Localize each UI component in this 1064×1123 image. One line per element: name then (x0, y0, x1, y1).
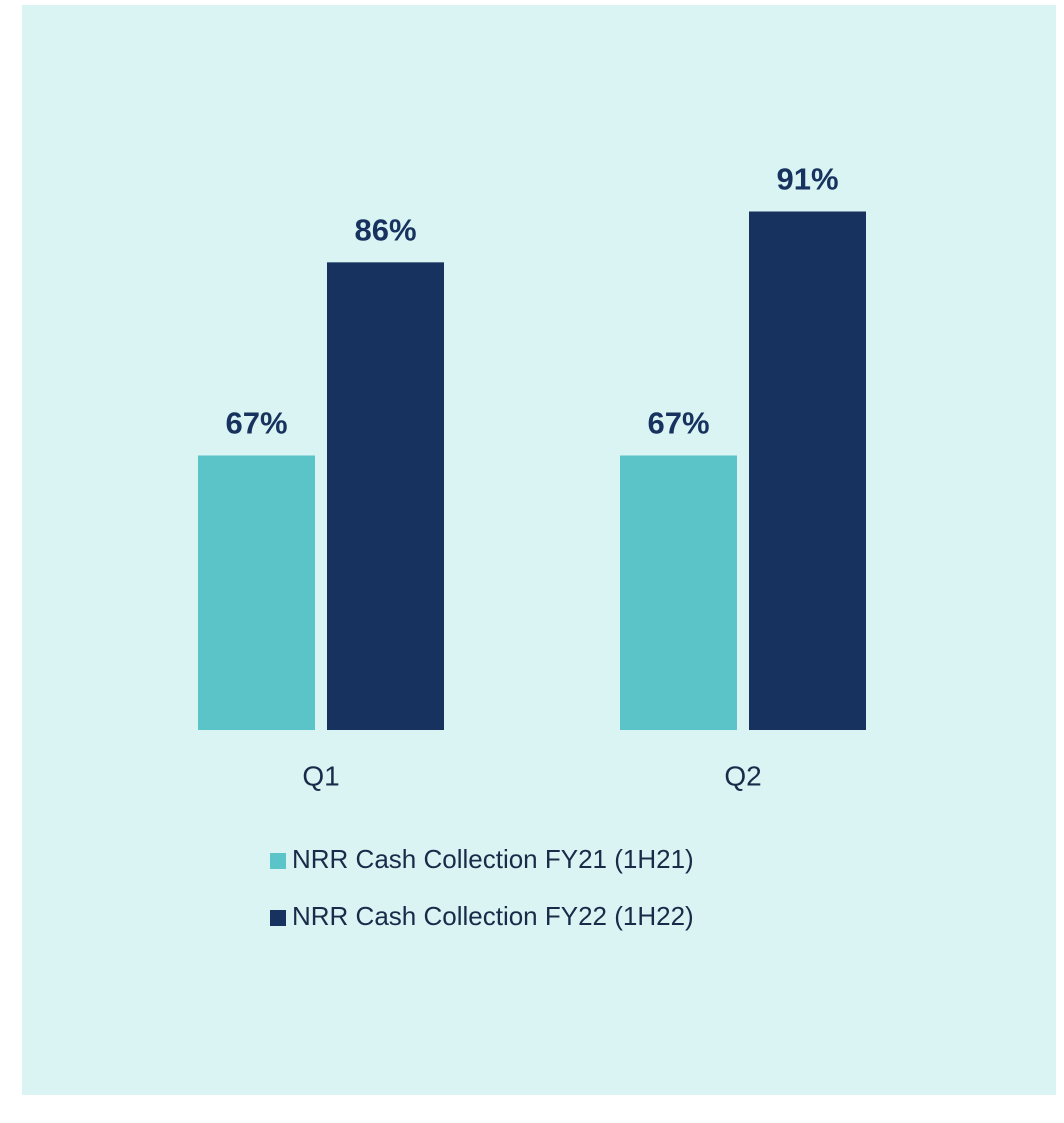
legend-label: NRR Cash Collection FY22 (1H22) (292, 901, 694, 931)
bar (620, 455, 737, 730)
bar (198, 455, 315, 730)
x-tick-label: Q2 (724, 760, 761, 791)
legend-label: NRR Cash Collection FY21 (1H21) (292, 844, 694, 874)
legend-swatch (270, 853, 286, 869)
bar (327, 262, 444, 730)
data-label: 86% (354, 213, 416, 248)
data-label: 67% (647, 406, 709, 441)
data-label: 91% (776, 162, 838, 197)
x-tick-label: Q1 (302, 760, 339, 791)
chart-background (22, 5, 1056, 1095)
legend-swatch (270, 910, 286, 926)
bar (749, 211, 866, 730)
data-label: 67% (225, 406, 287, 441)
